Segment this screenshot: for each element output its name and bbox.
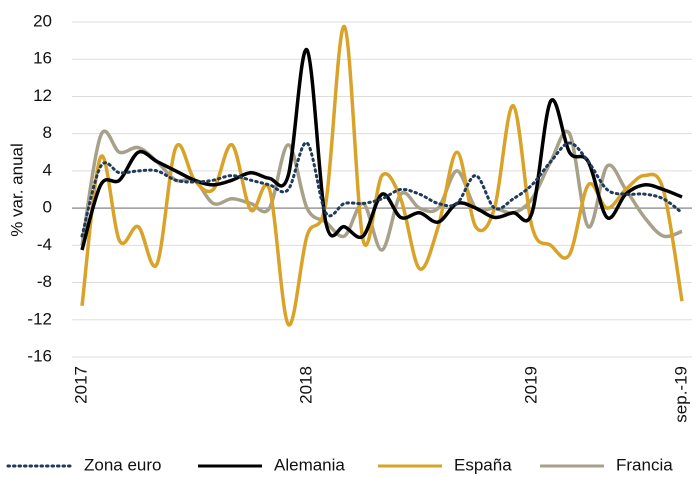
legend-label: Alemania xyxy=(274,455,345,474)
legend-label: España xyxy=(454,455,512,474)
series-line xyxy=(80,24,684,327)
y-tick-label: 4 xyxy=(43,160,52,179)
y-tick-label: 0 xyxy=(43,198,52,217)
series-line xyxy=(80,129,683,252)
y-tick-label: -8 xyxy=(37,272,52,291)
x-tick-label: sep.-19 xyxy=(671,366,690,423)
y-tick-label: 16 xyxy=(33,49,52,68)
series-line xyxy=(80,48,683,251)
x-tick-label: 2018 xyxy=(296,366,315,404)
y-tick-label: 20 xyxy=(33,11,52,30)
x-tick-label: 2017 xyxy=(71,366,90,404)
x-tick-label: 2019 xyxy=(521,366,540,404)
legend-label: Zona euro xyxy=(84,455,162,474)
y-tick-label: -16 xyxy=(27,346,52,365)
y-tick-label: 8 xyxy=(43,123,52,142)
y-tick-label: -12 xyxy=(27,309,52,328)
y-tick-label: 12 xyxy=(33,86,52,105)
y-axis-label: % var. anual xyxy=(7,143,26,237)
series-line xyxy=(80,141,684,238)
legend-label: Francia xyxy=(616,455,673,474)
y-tick-label: -4 xyxy=(37,235,52,254)
